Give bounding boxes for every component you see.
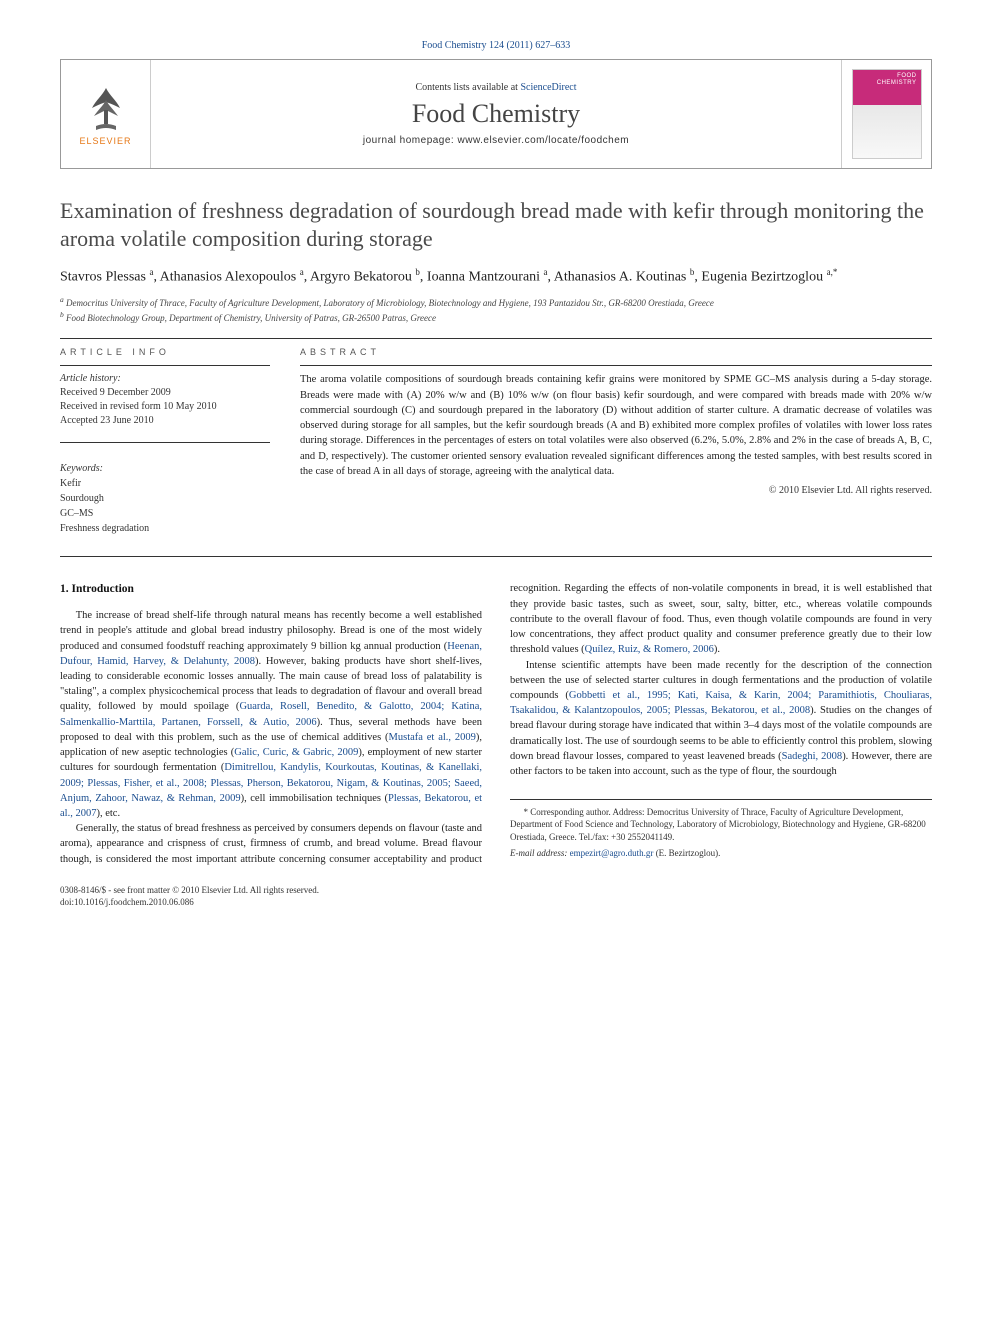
affiliation-b: b Food Biotechnology Group, Department o… [60,310,932,325]
journal-name: Food Chemistry [412,99,580,129]
masthead: ELSEVIER Contents lists available at Sci… [60,59,932,169]
info-divider-1 [60,365,270,366]
intro-paragraph-3: Intense scientific attempts have been ma… [510,658,932,780]
contents-prefix: Contents lists available at [415,82,520,93]
sciencedirect-link[interactable]: ScienceDirect [520,82,576,93]
history-accepted: Accepted 23 June 2010 [60,415,154,426]
keyword-3: Freshness degradation [60,523,149,534]
abstract-column: ABSTRACT The aroma volatile compositions… [300,347,932,536]
cover-line-1: FOOD [897,73,916,80]
history-label: Article history: [60,373,121,384]
homepage-prefix: journal homepage: [363,135,458,146]
citation-mustafa-2009: Mustafa et al., 2009 [389,732,476,743]
article-info-label: ARTICLE INFO [60,347,270,357]
corr-label: * Corresponding author. [524,807,613,817]
citation-galic-2009: Galic, Curic, & Gabric, 2009 [234,747,358,758]
intro-paragraph-1: The increase of bread shelf-life through… [60,608,482,821]
journal-homepage: journal homepage: www.elsevier.com/locat… [363,135,629,146]
footer-doi: doi:10.1016/j.foodchem.2010.06.086 [60,897,932,909]
journal-cover-block: FOOD CHEMISTRY [841,60,931,168]
corresponding-author-footnote: * Corresponding author. Address: Democri… [510,799,932,859]
abstract-text: The aroma volatile compositions of sourd… [300,372,932,479]
publisher-logo-block: ELSEVIER [61,60,151,168]
citation-sadeghi-2008: Sadeghi, 2008 [782,751,843,762]
abstract-divider [300,365,932,366]
history-received: Received 9 December 2009 [60,387,171,398]
page-footer: 0308-8146/$ - see front matter © 2010 El… [60,885,932,908]
body-two-column: 1. Introduction The increase of bread sh… [60,581,932,866]
journal-cover-thumbnail: FOOD CHEMISTRY [852,69,922,159]
top-citation: Food Chemistry 124 (2011) 627–633 [60,40,932,51]
cover-line-2: CHEMISTRY [877,80,917,87]
abstract-label: ABSTRACT [300,347,932,357]
author-list: Stavros Plessas a, Athanasios Alexopoulo… [60,266,932,287]
homepage-url: www.elsevier.com/locate/foodchem [458,135,630,146]
email-suffix: (E. Bezirtzoglou). [653,848,720,858]
elsevier-tree-icon [82,82,130,134]
info-divider-2 [60,442,270,443]
publisher-label: ELSEVIER [79,136,131,146]
affiliation-a: a Democritus University of Thrace, Facul… [60,295,932,310]
history-revised: Received in revised form 10 May 2010 [60,401,217,412]
article-info-column: ARTICLE INFO Article history: Received 9… [60,347,270,536]
divider-after-abstract [60,556,932,557]
citation-quilez-2006: Quílez, Ruiz, & Romero, 2006 [585,644,714,655]
abstract-copyright: © 2010 Elsevier Ltd. All rights reserved… [300,485,932,496]
keyword-0: Kefir [60,478,81,489]
footer-front-matter: 0308-8146/$ - see front matter © 2010 El… [60,885,932,897]
contents-line: Contents lists available at ScienceDirec… [415,82,576,93]
article-title: Examination of freshness degradation of … [60,197,932,252]
masthead-center: Contents lists available at ScienceDirec… [151,60,841,168]
affiliations: a Democritus University of Thrace, Facul… [60,295,932,324]
keyword-1: Sourdough [60,493,104,504]
corr-email[interactable]: empezirt@agro.duth.gr [570,848,654,858]
article-history: Article history: Received 9 December 200… [60,372,270,428]
keywords-label: Keywords: [60,463,103,474]
keyword-2: GC–MS [60,508,93,519]
section-heading-introduction: 1. Introduction [60,581,482,598]
divider-top [60,338,932,339]
keywords-block: Keywords: Kefir Sourdough GC–MS Freshnes… [60,461,270,536]
email-label: E-mail address: [510,848,570,858]
